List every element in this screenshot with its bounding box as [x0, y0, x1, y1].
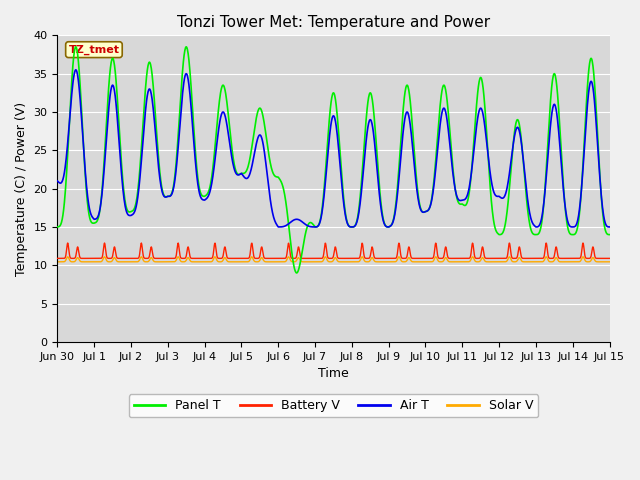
Legend: Panel T, Battery V, Air T, Solar V: Panel T, Battery V, Air T, Solar V	[129, 394, 538, 417]
X-axis label: Time: Time	[318, 367, 349, 380]
Text: TZ_tmet: TZ_tmet	[68, 45, 120, 55]
Title: Tonzi Tower Met: Temperature and Power: Tonzi Tower Met: Temperature and Power	[177, 15, 490, 30]
Y-axis label: Temperature (C) / Power (V): Temperature (C) / Power (V)	[15, 102, 28, 276]
